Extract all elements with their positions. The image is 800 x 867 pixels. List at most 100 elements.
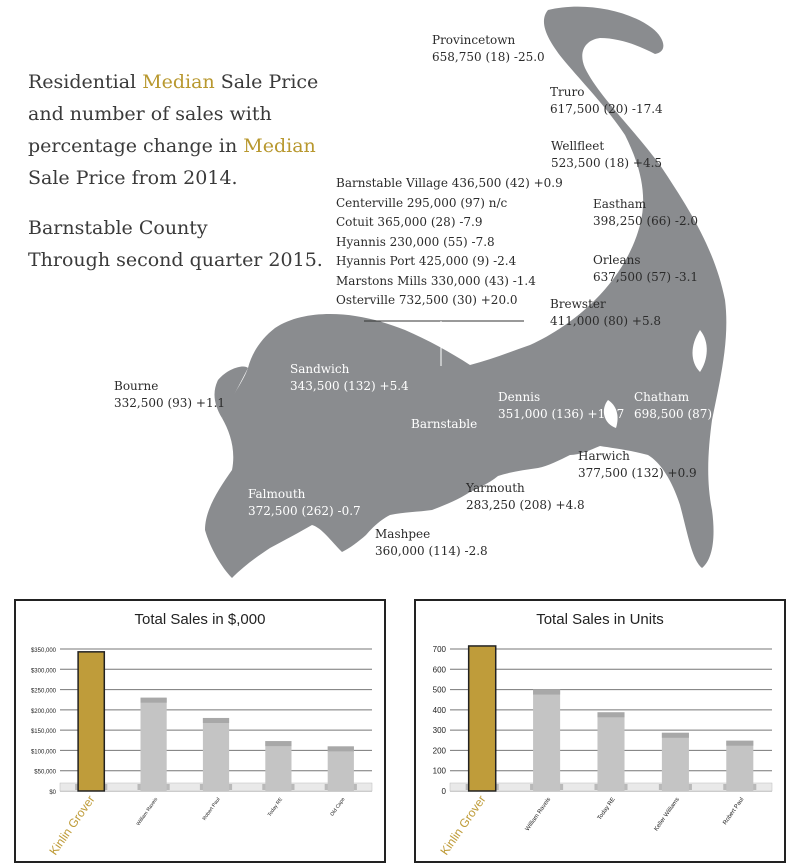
town-yarmouth: Yarmouth 283,250 (208) +4.8 xyxy=(466,480,585,514)
town-name: Yarmouth xyxy=(466,481,525,495)
town-stats: 372,500 (262) -0.7 xyxy=(248,504,361,518)
y-tick-label: $150,000 xyxy=(31,729,57,735)
y-tick-label: $0 xyxy=(49,790,56,796)
y-tick-label: $100,000 xyxy=(31,749,57,755)
town-stats: 360,000 (114) -2.8 xyxy=(375,544,488,558)
town-name: Provincetown xyxy=(432,33,516,47)
bar-cap xyxy=(726,740,754,746)
cape-cod-map xyxy=(205,6,727,579)
bar-cap xyxy=(661,732,689,738)
village-item: Marstons Mills 330,000 (43) -1.4 xyxy=(336,273,536,288)
intro-part: Sale Price and number of sales with perc… xyxy=(28,71,319,157)
x-category-label: Today RE xyxy=(597,797,617,822)
bar xyxy=(597,712,625,791)
cape-cod-land-west xyxy=(214,366,248,418)
town-name: Orleans xyxy=(593,253,641,267)
y-tick-label: $200,000 xyxy=(31,709,57,715)
chart-plot: 0 100 200 300 400 500 600 700 Kinlin Grover Willi… xyxy=(433,645,773,858)
x-category-label: Kinlin Grover xyxy=(437,793,488,858)
town-stats: 283,250 (208) +4.8 xyxy=(466,498,585,512)
barnstable-villages-list: Barnstable Village 436,500 (42) +0.9 Cen… xyxy=(336,174,563,311)
town-mashpee: Mashpee 360,000 (114) -2.8 xyxy=(375,526,488,560)
town-stats: 523,500 (18) +4.5 xyxy=(551,156,663,170)
bar xyxy=(202,717,230,791)
y-tick-label: $300,000 xyxy=(31,668,57,674)
bar xyxy=(661,732,689,791)
bar xyxy=(265,741,292,791)
cape-cod-land xyxy=(205,6,727,579)
town-stats: 411,000 (80) +5.8 xyxy=(550,314,662,328)
y-tick-label: 400 xyxy=(433,706,447,715)
y-tick-label: 600 xyxy=(433,665,447,674)
town-brewster: Brewster 411,000 (80) +5.8 xyxy=(550,296,661,330)
village-item: Centerville 295,000 (97) n/c xyxy=(336,195,508,210)
town-sandwich: Sandwich 343,500 (132) +5.4 xyxy=(290,361,409,395)
town-name: Falmouth xyxy=(248,487,306,501)
town-name: Sandwich xyxy=(290,362,350,376)
town-name: Truro xyxy=(550,85,585,99)
y-tick-label: 700 xyxy=(433,645,447,654)
town-name: Eastham xyxy=(593,197,647,211)
intro-highlight: Median xyxy=(142,71,215,93)
y-tick-label: $350,000 xyxy=(31,648,57,654)
town-bourne: Bourne 332,500 (93) +1.1 xyxy=(114,378,225,412)
village-item: Osterville 732,500 (30) +20.0 xyxy=(336,293,518,307)
intro-text: Residential Median Sale Price and number… xyxy=(28,66,338,194)
county-name: Barnstable County xyxy=(28,217,208,239)
chart-total-sales-dollars: Total Sales in $,000 $0 $50,000 $100,000 $1… xyxy=(14,599,386,863)
town-name: Mashpee xyxy=(375,527,431,541)
town-stats: 343,500 (132) +5.4 xyxy=(290,379,409,393)
town-provincetown: Provincetown 658,750 (18) -25.0 xyxy=(432,32,545,66)
intro-part: Residential xyxy=(28,71,143,93)
intro-part: Sale Price from 2014. xyxy=(28,167,238,189)
town-stats: 617,500 (20) -17.4 xyxy=(550,102,663,116)
town-name: Bourne xyxy=(114,379,159,393)
y-tick-label: 300 xyxy=(433,726,447,735)
y-tick-label: 500 xyxy=(433,686,447,695)
chart-plot: $0 $50,000 $100,000 $150,000 $200,000 $250,00… xyxy=(31,648,373,858)
town-name: Brewster xyxy=(550,297,606,311)
town-name: Wellfleet xyxy=(551,139,605,153)
bar-cap xyxy=(533,689,561,695)
town-falmouth: Falmouth 372,500 (262) -0.7 xyxy=(248,486,361,520)
y-tick-label: 200 xyxy=(433,746,447,755)
town-name: Barnstable xyxy=(411,417,478,431)
x-category-label: Robert Paul xyxy=(202,797,222,822)
bar xyxy=(327,746,354,791)
x-category-label: William Raveis xyxy=(136,796,160,827)
chart-title: Total Sales in Units xyxy=(536,611,664,628)
town-stats: 698,500 (87) +5.9 xyxy=(634,407,746,421)
town-stats: 377,500 (132) +0.9 xyxy=(578,466,697,480)
town-orleans: Orleans 637,500 (57) -3.1 xyxy=(593,252,698,286)
bar xyxy=(467,645,497,792)
bar xyxy=(533,689,561,791)
bar-cap xyxy=(265,741,292,747)
bay-inlet xyxy=(692,330,707,372)
chart-title: Total Sales in $,000 xyxy=(134,611,266,628)
town-barnstable: Barnstable xyxy=(411,416,477,433)
x-category-label: William Raveis xyxy=(525,797,552,833)
x-category-label: Today RE xyxy=(267,796,285,818)
bar-cap xyxy=(597,712,625,718)
chart-total-sales-units: Total Sales in Units 0 100 200 300 400 500 600… xyxy=(414,599,786,863)
town-stats: 351,000 (136) +13.7 xyxy=(498,407,625,421)
x-category-label: Robert Paul xyxy=(722,797,745,826)
town-stats: 398,250 (66) -2.0 xyxy=(593,214,699,228)
village-item: Hyannis 230,000 (55) -7.8 xyxy=(336,234,495,249)
town-name: Dennis xyxy=(498,390,541,404)
x-category-label: Kinlin Grover xyxy=(46,793,97,858)
y-tick-label: $50,000 xyxy=(34,770,56,776)
town-stats: 637,500 (57) -3.1 xyxy=(593,270,699,284)
town-eastham: Eastham 398,250 (66) -2.0 xyxy=(593,196,698,230)
town-harwich: Harwich 377,500 (132) +0.9 xyxy=(578,448,697,482)
village-item: Cotuit 365,000 (28) -7.9 xyxy=(336,215,483,229)
bar-cap xyxy=(202,717,230,723)
bay-inlet xyxy=(603,400,618,428)
village-item: Hyannis Port 425,000 (9) -2.4 xyxy=(336,254,517,268)
town-wellfleet: Wellfleet 523,500 (18) +4.5 xyxy=(551,138,662,172)
intro-highlight: Median xyxy=(243,135,316,157)
town-stats: 658,750 (18) -25.0 xyxy=(432,50,545,64)
bar xyxy=(77,651,106,792)
x-category-label: Keller Williams xyxy=(654,797,681,833)
y-tick-label: 100 xyxy=(433,767,447,776)
